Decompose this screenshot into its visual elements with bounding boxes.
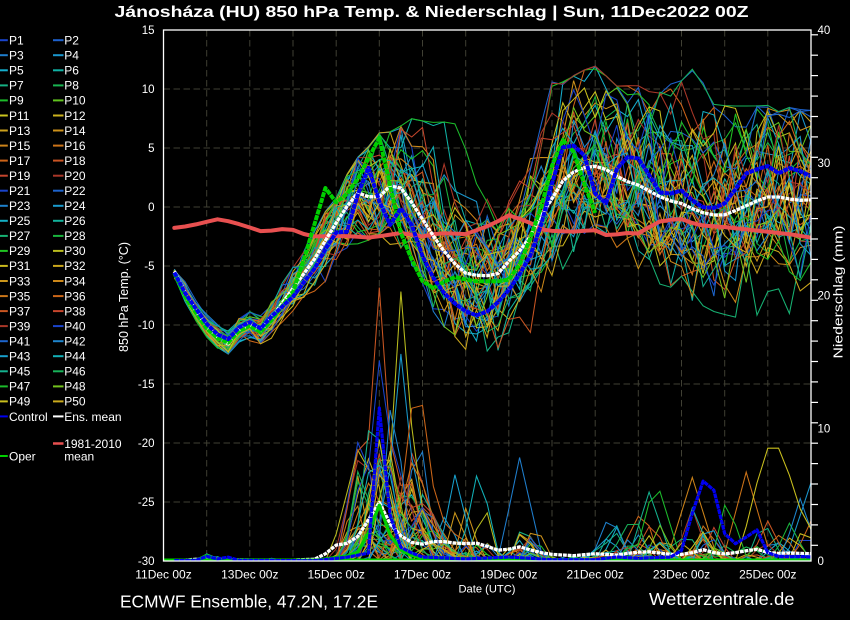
svg-text:P1: P1	[9, 34, 24, 48]
svg-text:Date (UTC): Date (UTC)	[459, 584, 516, 596]
svg-text:P41: P41	[9, 335, 31, 349]
svg-text:15: 15	[142, 25, 155, 37]
svg-text:40: 40	[818, 25, 831, 37]
svg-text:13Dec 00z: 13Dec 00z	[221, 568, 278, 582]
svg-text:P27: P27	[9, 229, 31, 243]
svg-text:5: 5	[148, 143, 154, 155]
svg-text:20: 20	[818, 291, 831, 303]
svg-text:Ens. mean: Ens. mean	[64, 410, 121, 424]
svg-text:19Dec 00z: 19Dec 00z	[480, 568, 537, 582]
svg-text:P13: P13	[9, 124, 31, 138]
svg-text:mean: mean	[64, 449, 94, 463]
svg-text:P12: P12	[64, 109, 86, 123]
svg-text:-25: -25	[138, 497, 155, 509]
svg-text:P11: P11	[9, 109, 30, 123]
svg-text:ECMWF Ensemble, 47.2N, 17.2E: ECMWF Ensemble, 47.2N, 17.2E	[120, 591, 378, 611]
svg-text:P17: P17	[9, 154, 31, 168]
svg-text:-30: -30	[138, 556, 155, 568]
svg-text:11Dec 00z: 11Dec 00z	[135, 568, 191, 582]
svg-text:P22: P22	[64, 184, 86, 198]
svg-text:P20: P20	[64, 169, 86, 183]
svg-text:P31: P31	[9, 259, 31, 273]
svg-text:30: 30	[818, 158, 831, 170]
svg-text:P4: P4	[64, 49, 79, 63]
svg-text:P16: P16	[64, 139, 86, 153]
svg-text:0: 0	[148, 202, 154, 214]
svg-text:P14: P14	[64, 124, 86, 138]
svg-text:P15: P15	[9, 139, 31, 153]
svg-text:P2: P2	[64, 34, 79, 48]
svg-text:P6: P6	[64, 64, 79, 78]
svg-text:P25: P25	[9, 214, 31, 228]
svg-text:-5: -5	[144, 261, 154, 273]
svg-text:Control: Control	[9, 410, 48, 424]
svg-text:P28: P28	[64, 229, 86, 243]
svg-text:21Dec 00z: 21Dec 00z	[567, 568, 624, 582]
svg-text:P26: P26	[64, 214, 86, 228]
svg-text:P43: P43	[9, 350, 31, 364]
svg-text:P38: P38	[64, 304, 86, 318]
svg-text:P34: P34	[64, 274, 86, 288]
svg-text:15Dec 00z: 15Dec 00z	[308, 568, 365, 582]
svg-text:P45: P45	[9, 365, 31, 379]
svg-text:P29: P29	[9, 244, 31, 258]
svg-text:P10: P10	[64, 94, 86, 108]
svg-text:Wetterzentrale.de: Wetterzentrale.de	[649, 589, 795, 609]
svg-text:-20: -20	[138, 438, 155, 450]
svg-text:23Dec 00z: 23Dec 00z	[653, 568, 710, 582]
svg-text:P47: P47	[9, 380, 31, 394]
svg-text:P18: P18	[64, 154, 86, 168]
svg-text:Oper: Oper	[9, 449, 36, 463]
svg-text:P48: P48	[64, 380, 86, 394]
svg-text:850 hPa Temp. (°C): 850 hPa Temp. (°C)	[117, 242, 131, 352]
svg-text:P33: P33	[9, 274, 31, 288]
svg-text:17Dec 00z: 17Dec 00z	[394, 568, 451, 582]
svg-text:-15: -15	[138, 379, 155, 391]
svg-text:P49: P49	[9, 395, 31, 409]
svg-text:P23: P23	[9, 199, 31, 213]
svg-text:P44: P44	[64, 350, 86, 364]
svg-text:P9: P9	[9, 94, 24, 108]
svg-text:1981-2010: 1981-2010	[64, 437, 122, 451]
svg-text:Jánosháza (HU) 850 hPa Temp.: Jánosháza (HU) 850 hPa Temp. & Niedersch…	[115, 4, 749, 21]
svg-text:P19: P19	[9, 169, 31, 183]
svg-text:P3: P3	[9, 49, 24, 63]
svg-text:P5: P5	[9, 64, 24, 78]
svg-text:P42: P42	[64, 335, 86, 349]
svg-text:P46: P46	[64, 365, 86, 379]
svg-text:P32: P32	[64, 259, 86, 273]
svg-text:P8: P8	[64, 79, 79, 93]
svg-text:P37: P37	[9, 304, 31, 318]
svg-text:P39: P39	[9, 319, 31, 333]
svg-text:P30: P30	[64, 244, 86, 258]
svg-text:10: 10	[818, 423, 831, 435]
svg-text:P24: P24	[64, 199, 86, 213]
svg-text:10: 10	[142, 84, 155, 96]
svg-text:-10: -10	[138, 320, 155, 332]
svg-text:P40: P40	[64, 319, 86, 333]
svg-text:P21: P21	[9, 184, 31, 198]
svg-text:P50: P50	[64, 395, 86, 409]
svg-text:Niederschlag (mm): Niederschlag (mm)	[832, 226, 846, 359]
svg-text:P7: P7	[9, 79, 24, 93]
svg-text:25Dec 00z: 25Dec 00z	[739, 568, 796, 582]
svg-text:P36: P36	[64, 289, 86, 303]
svg-text:P35: P35	[9, 289, 31, 303]
svg-text:0: 0	[818, 556, 824, 568]
